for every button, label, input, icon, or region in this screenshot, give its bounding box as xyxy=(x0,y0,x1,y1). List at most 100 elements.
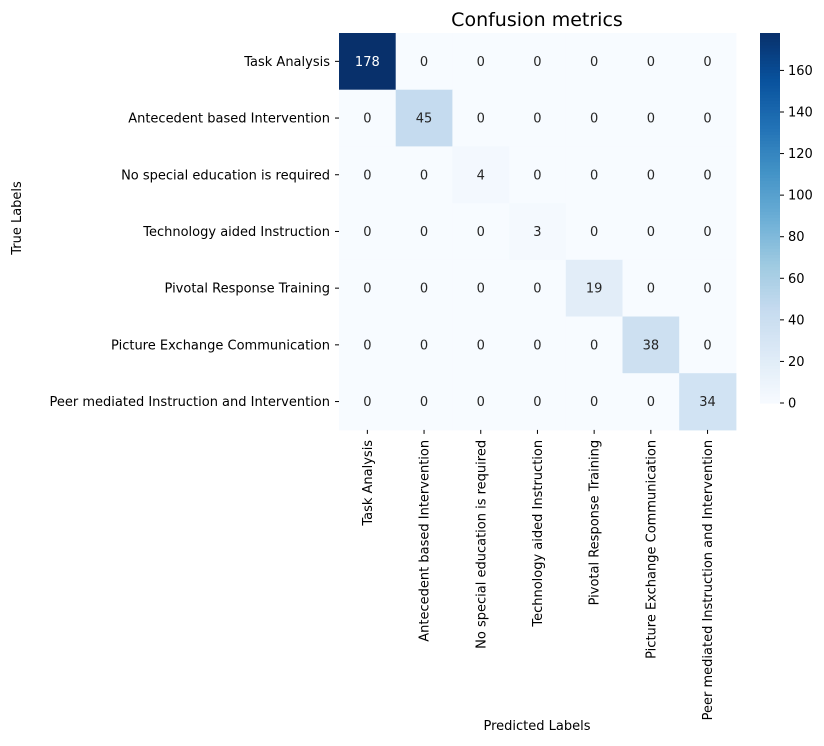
heatmap-cell-value: 34 xyxy=(699,395,716,410)
colorbar-tick-label: 140 xyxy=(788,105,813,120)
colorbar-segment xyxy=(760,304,780,309)
colorbar-segment xyxy=(760,162,780,167)
colorbar-segment xyxy=(760,171,780,176)
colorbar-segment xyxy=(760,399,780,404)
colorbar-segment xyxy=(760,103,780,108)
colorbar-segment xyxy=(760,239,780,244)
heatmap-cell xyxy=(339,33,397,91)
x-tick-label: Peer mediated Instruction and Interventi… xyxy=(701,440,716,720)
colorbar-segment xyxy=(760,51,780,56)
colorbar-segment xyxy=(760,107,780,111)
heatmap-cell-value: 0 xyxy=(703,55,711,70)
heatmap-cell-value: 0 xyxy=(420,282,428,297)
colorbar-segment xyxy=(760,140,780,145)
heatmap-cell xyxy=(452,373,510,431)
heatmap-cell-value: 4 xyxy=(477,168,485,183)
heatmap-cell xyxy=(622,203,680,261)
heatmap-cell xyxy=(622,33,680,91)
heatmap-cell xyxy=(509,146,567,204)
heatmap-cell xyxy=(339,316,397,374)
heatmap-cell xyxy=(565,33,623,91)
colorbar-segment xyxy=(760,362,780,367)
colorbar-segment xyxy=(760,82,780,87)
heatmap-cell xyxy=(509,316,567,374)
heatmap-cell-value: 0 xyxy=(533,168,541,183)
colorbar-tick-label: 100 xyxy=(788,189,813,204)
colorbar-segment xyxy=(760,251,780,256)
heatmap-cell-value: 0 xyxy=(477,55,485,70)
colorbar-segment xyxy=(760,384,780,389)
colorbar-segment xyxy=(760,310,780,315)
colorbar-tick-label: 40 xyxy=(788,313,805,328)
heatmap-cell-value: 0 xyxy=(590,395,598,410)
heatmap-cell-value: 3 xyxy=(533,225,541,240)
colorbar-segment xyxy=(760,193,780,198)
colorbar-segment xyxy=(760,236,780,241)
heatmap-cell xyxy=(452,33,510,91)
heatmap-cell-value: 0 xyxy=(647,55,655,70)
y-tick-label: Task Analysis xyxy=(243,55,330,70)
colorbar-segment xyxy=(760,110,780,114)
y-tick-label: Pivotal Response Training xyxy=(165,282,330,297)
heatmap-cell-value: 0 xyxy=(420,225,428,240)
heatmap-cell xyxy=(452,259,510,317)
heatmap-cell-value: 38 xyxy=(643,338,660,353)
y-tick-label: Picture Exchange Communication xyxy=(111,338,330,353)
heatmap-cell-value: 0 xyxy=(647,395,655,410)
colorbar-segment xyxy=(760,94,780,99)
heatmap-cell-labels: 178 0 0 0 0 0 0 0 45 0 0 0 0 0 0 0 4 0 0 0 0 0 0 0 3 0 0 0 0 0 0 0 19 0 0 0… xyxy=(355,55,716,410)
colorbar-segment xyxy=(760,393,780,398)
heatmap-cell xyxy=(622,259,680,317)
heatmap-cell-value: 0 xyxy=(647,112,655,127)
heatmap-cell xyxy=(395,89,453,147)
y-tick-label: Technology aided Instruction xyxy=(142,225,330,240)
colorbar-segment xyxy=(760,174,780,179)
colorbar-segment xyxy=(760,292,780,296)
colorbar-segment xyxy=(760,205,780,210)
heatmap-cell-value: 0 xyxy=(420,55,428,70)
heatmap-cell-value: 0 xyxy=(363,282,371,297)
heatmap-cell-value: 0 xyxy=(590,112,598,127)
x-tick-label: Antecedent based Intervention xyxy=(418,440,433,642)
colorbar-segment xyxy=(760,39,780,43)
colorbar-tick-label: 120 xyxy=(788,147,813,162)
heatmap-cell xyxy=(339,146,397,204)
colorbar-segment xyxy=(760,134,780,139)
heatmap-cell xyxy=(622,373,680,431)
heatmap-cell xyxy=(452,89,510,147)
heatmap-cell xyxy=(679,89,737,147)
colorbar-segment xyxy=(760,390,780,395)
colorbar-segment xyxy=(760,298,780,302)
heatmap-cell-value: 0 xyxy=(420,395,428,410)
colorbar-segment xyxy=(760,73,780,77)
heatmap-cell xyxy=(565,203,623,261)
colorbar-segment xyxy=(760,332,780,336)
colorbar-segment xyxy=(760,42,780,46)
colorbar-segment xyxy=(760,335,780,339)
colorbar-segment xyxy=(760,122,780,127)
colorbar-segment xyxy=(760,100,780,105)
colorbar-tick-label: 80 xyxy=(788,230,805,245)
colorbar-tick-label: 60 xyxy=(788,272,805,287)
heatmap-cell xyxy=(395,146,453,204)
colorbar-segment xyxy=(760,85,780,90)
heatmap-cell xyxy=(509,33,567,91)
colorbar-segment xyxy=(760,187,780,191)
heatmap-cell xyxy=(565,316,623,374)
heatmap-cell-value: 0 xyxy=(703,338,711,353)
heatmap-cell xyxy=(509,203,567,261)
colorbar-segment xyxy=(760,70,780,74)
colorbar-segment xyxy=(760,57,780,62)
colorbar-segment xyxy=(760,378,780,383)
y-tick-label: Peer mediated Instruction and Interventi… xyxy=(50,395,330,410)
colorbar-segment xyxy=(760,230,780,235)
heatmap-cell xyxy=(452,316,510,374)
heatmap-cell-value: 0 xyxy=(477,112,485,127)
heatmap-cell-value: 0 xyxy=(590,338,598,353)
colorbar-segment xyxy=(760,325,780,330)
colorbar-segment xyxy=(760,350,780,355)
colorbar-segment xyxy=(760,113,780,117)
colorbar-segment xyxy=(760,375,780,379)
heatmap-cell xyxy=(395,203,453,261)
